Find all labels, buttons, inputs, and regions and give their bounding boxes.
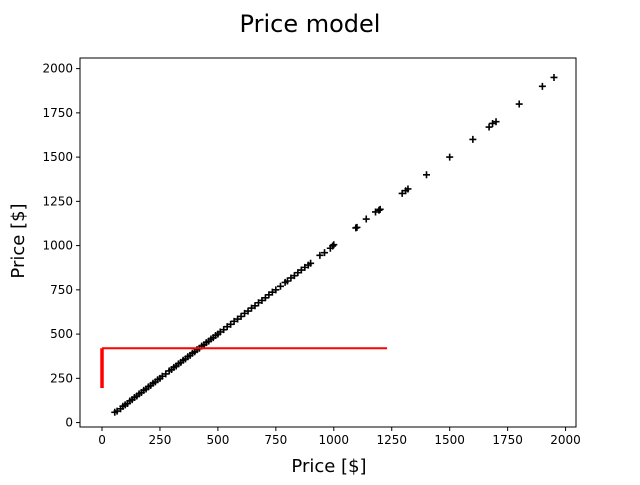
data-point	[375, 206, 383, 214]
x-tick-label: 1500	[434, 433, 465, 447]
x-axis-ticks: 0 250 500 750 1000 1250 1500 1750 2000	[98, 427, 581, 447]
chart-title: Price model	[240, 10, 381, 38]
data-point	[330, 241, 338, 249]
data-point	[329, 242, 337, 250]
data-point	[353, 223, 361, 231]
x-axis-title: Price [$]	[291, 456, 366, 477]
data-point	[321, 249, 329, 257]
data-point	[469, 135, 477, 143]
x-tick-label: 500	[206, 433, 229, 447]
data-point	[307, 259, 315, 267]
data-point	[492, 118, 500, 126]
plot-frame	[79, 57, 577, 428]
y-tick-label: 1500	[42, 150, 73, 164]
data-point	[485, 123, 493, 131]
y-tick-label: 1000	[42, 239, 73, 253]
y-tick-label: 2000	[42, 62, 73, 76]
data-point	[362, 215, 370, 223]
data-point	[515, 100, 523, 108]
x-tick-label: 2000	[550, 433, 581, 447]
plot-area	[79, 57, 577, 428]
data-point	[550, 73, 558, 81]
y-tick-label: 750	[50, 283, 73, 297]
data-point	[316, 251, 324, 259]
data-point	[538, 82, 546, 90]
y-axis-ticks: 0 250 500 750 1000 1250 1500 1750 2000	[42, 62, 80, 430]
y-tick-label: 1750	[42, 106, 73, 120]
y-tick-label: 1250	[42, 194, 73, 208]
x-tick-label: 0	[98, 433, 106, 447]
data-point	[446, 153, 454, 161]
y-tick-label: 500	[50, 327, 73, 341]
data-point	[272, 286, 280, 294]
x-tick-label: 250	[149, 433, 172, 447]
y-tick-label: 0	[65, 416, 73, 430]
data-point	[404, 185, 412, 193]
x-tick-label: 1250	[376, 433, 407, 447]
data-point	[276, 282, 284, 290]
y-tick-label: 250	[50, 371, 73, 385]
x-tick-label: 1000	[319, 433, 350, 447]
data-point	[423, 171, 431, 179]
x-tick-label: 750	[264, 433, 287, 447]
data-point	[376, 205, 384, 213]
y-axis-title: Price [$]	[8, 203, 29, 278]
x-tick-label: 1750	[492, 433, 523, 447]
